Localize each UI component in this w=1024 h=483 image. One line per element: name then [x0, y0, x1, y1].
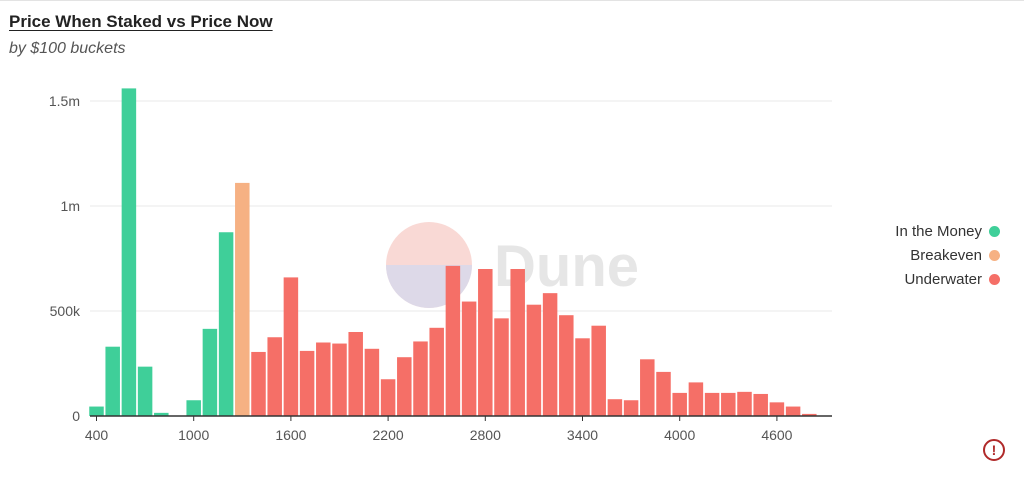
- bar-underwater[interactable]: [478, 269, 493, 416]
- x-tick-label: 2200: [373, 427, 404, 443]
- bar-in-the-money[interactable]: [137, 366, 153, 416]
- bar-underwater[interactable]: [364, 348, 380, 416]
- bar-underwater[interactable]: [283, 277, 299, 416]
- bar-in-the-money[interactable]: [202, 328, 218, 416]
- bar-in-the-money[interactable]: [218, 232, 234, 416]
- legend-dot-breakeven-icon: [989, 249, 1000, 261]
- bar-underwater[interactable]: [688, 382, 704, 416]
- bar-underwater[interactable]: [640, 359, 655, 416]
- bar-breakeven[interactable]: [235, 182, 250, 416]
- bar-underwater[interactable]: [607, 399, 623, 416]
- bar-underwater[interactable]: [623, 400, 639, 416]
- bar-underwater[interactable]: [429, 327, 444, 416]
- bar-underwater[interactable]: [769, 402, 785, 416]
- bar-underwater[interactable]: [267, 337, 282, 416]
- legend-item-underwater[interactable]: Underwater: [895, 267, 1000, 291]
- y-tick-label: 1.5m: [49, 93, 80, 109]
- bar-underwater[interactable]: [251, 351, 266, 416]
- bar-underwater[interactable]: [753, 393, 768, 416]
- top-divider: [0, 0, 1024, 1]
- bar-underwater[interactable]: [348, 332, 363, 416]
- bar-in-the-money[interactable]: [154, 412, 169, 416]
- bar-in-the-money[interactable]: [89, 406, 104, 416]
- legend-label-in-the-money: In the Money: [895, 222, 982, 240]
- bar-underwater[interactable]: [461, 301, 477, 416]
- bar-underwater[interactable]: [737, 391, 752, 416]
- bar-underwater[interactable]: [656, 371, 671, 416]
- x-tick-label: 1600: [275, 427, 306, 443]
- legend-item-in-the-money[interactable]: In the Money: [895, 219, 1000, 243]
- chart-subtitle: by $100 buckets: [9, 40, 126, 57]
- bar-underwater[interactable]: [332, 343, 347, 416]
- bar-underwater[interactable]: [559, 315, 574, 416]
- bar-underwater[interactable]: [445, 265, 461, 416]
- legend-dot-in-the-money-icon: [989, 225, 1000, 237]
- bar-underwater[interactable]: [299, 350, 315, 416]
- y-tick-label: 0: [72, 408, 80, 424]
- bar-underwater[interactable]: [704, 392, 720, 416]
- bar-underwater[interactable]: [802, 413, 817, 416]
- bar-underwater[interactable]: [316, 342, 331, 417]
- bar-underwater[interactable]: [785, 406, 801, 416]
- y-tick-label: 1m: [61, 198, 80, 214]
- bar-underwater[interactable]: [380, 379, 396, 416]
- chart-title: Price When Staked vs Price Now: [9, 12, 273, 31]
- bar-in-the-money[interactable]: [121, 88, 137, 417]
- bar-underwater[interactable]: [672, 392, 687, 416]
- chart-legend: In the Money Breakeven Underwater: [895, 219, 1000, 291]
- y-tick-label: 500k: [50, 303, 81, 319]
- bar-underwater[interactable]: [510, 269, 525, 416]
- x-tick-label: 3400: [567, 427, 598, 443]
- x-tick-label: 1000: [178, 427, 209, 443]
- x-tick-label: 400: [85, 427, 109, 443]
- x-tick-label: 4600: [761, 427, 792, 443]
- bar-underwater[interactable]: [575, 338, 590, 416]
- bar-underwater[interactable]: [413, 341, 428, 416]
- bar-underwater[interactable]: [591, 325, 606, 416]
- legend-item-breakeven[interactable]: Breakeven: [895, 243, 1000, 267]
- bar-underwater[interactable]: [526, 304, 542, 416]
- legend-label-breakeven: Breakeven: [910, 246, 982, 264]
- legend-dot-underwater-icon: [989, 273, 1000, 285]
- alert-icon[interactable]: !: [983, 439, 1005, 461]
- bar-underwater[interactable]: [494, 318, 509, 416]
- bar-in-the-money[interactable]: [105, 346, 120, 416]
- bar-in-the-money[interactable]: [186, 400, 201, 416]
- x-tick-label: 4000: [664, 427, 695, 443]
- bar-underwater[interactable]: [397, 357, 412, 416]
- legend-label-underwater: Underwater: [904, 270, 982, 288]
- x-tick-label: 2800: [470, 427, 501, 443]
- bar-underwater[interactable]: [721, 392, 736, 416]
- bar-underwater[interactable]: [542, 293, 558, 416]
